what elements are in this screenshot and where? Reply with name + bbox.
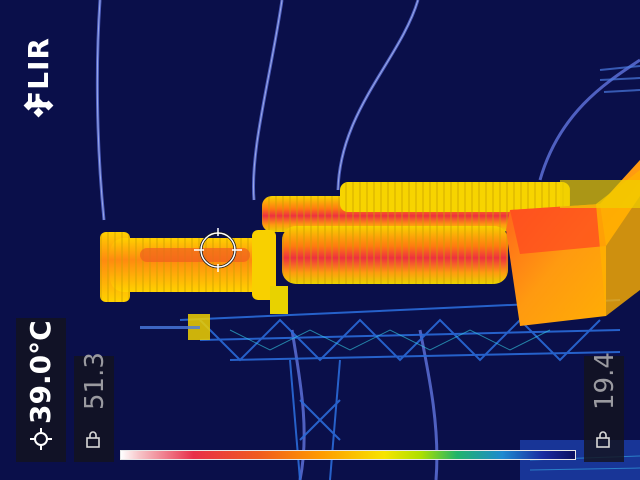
scale-max-lock-icon <box>86 431 100 448</box>
scale-max-value: 51.3 <box>80 352 110 410</box>
spot-temperature-panel <box>16 318 66 462</box>
scale-min-lock-icon <box>596 431 610 448</box>
spot-crosshair-icon <box>30 428 52 450</box>
scale-min-value: 19.4 <box>590 352 620 410</box>
flir-logo-icon <box>23 98 54 118</box>
spot-temperature-value: 39.0°C <box>24 320 57 424</box>
temperature-color-scale-bar <box>120 450 576 460</box>
measurement-spot-crosshair-icon <box>194 228 242 272</box>
scale-max-panel <box>74 356 114 462</box>
scale-min-panel <box>584 356 624 462</box>
